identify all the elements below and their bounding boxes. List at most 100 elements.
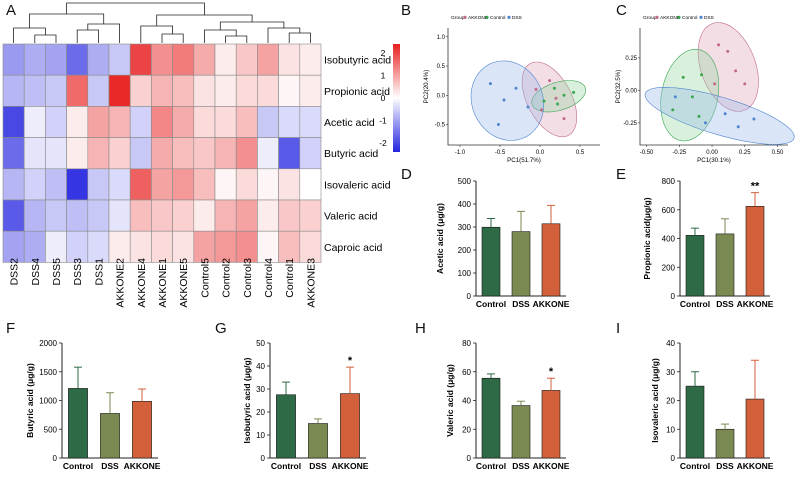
scatter-x-tick-label: -0.50 xyxy=(640,150,654,156)
heatmap-row-label: Caproic acid xyxy=(324,242,383,254)
scatter-x-tick-label: 0.5 xyxy=(576,150,585,156)
heatmap-cell xyxy=(172,137,195,170)
heatmap-column-label: DSS5 xyxy=(51,258,63,286)
heatmap-cell xyxy=(257,106,279,138)
heatmap-cell xyxy=(193,43,216,76)
heatmap-cell xyxy=(129,43,152,76)
bar-category-label: DSS xyxy=(309,461,327,471)
heatmap-cell xyxy=(193,230,216,263)
scatter-legend-entry: AKKONE xyxy=(468,15,488,21)
scatter-point xyxy=(572,90,576,94)
heatmap-cell xyxy=(151,199,173,232)
heatmap-cell xyxy=(299,43,322,76)
heatmap-cell xyxy=(2,137,25,170)
heatmap-cell xyxy=(45,43,67,76)
panel-label-d: D xyxy=(401,166,412,183)
heatmap-cell xyxy=(278,230,301,263)
bar-category-label: DSS xyxy=(716,461,734,471)
heatmap-row-label: Isobutyric acid xyxy=(324,55,391,67)
heatmap-column-label: AKKONE4 xyxy=(136,258,148,308)
scatter-legend-entry: AKKONE xyxy=(660,15,680,21)
heatmap-cell xyxy=(257,168,279,201)
heatmap-cell xyxy=(87,43,110,76)
dendrogram-branch xyxy=(29,13,105,28)
bar-y-axis-label: Butyric acid (μg/g) xyxy=(25,363,35,438)
heatmap-cell xyxy=(2,106,25,138)
bar-y-tick-label: 0 xyxy=(261,454,266,463)
bar xyxy=(481,377,501,459)
scatter-point xyxy=(671,108,675,112)
bar xyxy=(511,231,531,297)
heatmap-cell xyxy=(193,106,216,138)
bar-y-tick-label: 600 xyxy=(662,206,676,215)
bar-y-tick-label: 40 xyxy=(256,362,265,371)
bar-y-axis-label: Propionic acid(μg/g) xyxy=(642,197,652,279)
heatmap-column-label: Control1 xyxy=(284,258,296,298)
heatmap-cell xyxy=(66,199,89,232)
bar-category-label: AKKONE xyxy=(737,461,774,471)
heatmap-cell xyxy=(257,230,279,263)
scatter-legend-entry: Control xyxy=(682,15,697,21)
heatmap-cell xyxy=(172,230,195,263)
heatmap-cell xyxy=(66,74,89,107)
heatmap-column-label: Control2 xyxy=(221,258,233,298)
heatmap-cell xyxy=(23,137,46,170)
scatter-legend-marker xyxy=(485,15,489,19)
scatter-y-tick-label: 0.5 xyxy=(437,64,446,70)
bar-y-tick-label: 100 xyxy=(458,269,472,278)
bar xyxy=(685,235,705,297)
dendrogram-branch xyxy=(13,27,46,43)
heatmap-cell xyxy=(87,199,110,232)
bar-y-tick-label: 40 xyxy=(666,339,675,348)
bar-y-tick-label: 20 xyxy=(256,408,265,417)
heatmap-cell xyxy=(23,74,46,107)
bar-y-tick-label: 60 xyxy=(462,368,471,377)
scatter-y-tick-label: 0.00 xyxy=(625,88,637,94)
bar-y-tick-label: 1000 xyxy=(39,397,57,406)
heatmap-cell xyxy=(299,137,322,170)
pca-plot-b: Group AKKONE Control DSS -1.0 -0.5 0.0 0.5 1.0 0.… xyxy=(423,15,600,164)
dendrogram-branch xyxy=(66,2,205,15)
bar-category-label: DSS xyxy=(101,461,119,471)
scatter-point xyxy=(673,95,677,99)
scatter-x-axis-label: PC1(30.1%) xyxy=(697,157,731,164)
heatmap-column-label: DSS4 xyxy=(30,258,42,286)
bar-category-label: Control xyxy=(271,461,301,471)
scatter-point xyxy=(700,73,704,77)
panel-label-b: B xyxy=(401,2,412,19)
heatmap-cell xyxy=(278,199,301,232)
bar-chart-isovaleric: 0 10 20 30 40 Control DSS AKKONE Isovaleric acid… xyxy=(650,339,774,471)
scatter-y-tick-label: -0.5 xyxy=(435,123,446,129)
scatter-x-tick-label: 0.0 xyxy=(536,150,545,156)
heatmap-cell xyxy=(257,43,279,76)
bar-category-label: AKKONE xyxy=(533,461,570,471)
heatmap-row-label: Propionic acid xyxy=(324,86,390,98)
heatmap-cell xyxy=(2,168,25,201)
heatmap-cell xyxy=(151,74,173,107)
heatmap-cell xyxy=(129,199,152,232)
heatmap-cell xyxy=(45,199,67,232)
bar-y-tick-label: 500 xyxy=(458,177,472,186)
dendrogram-branch xyxy=(267,27,301,43)
bar-y-tick-label: 30 xyxy=(256,385,265,394)
bar-y-tick-label: 10 xyxy=(256,431,265,440)
heatmap-cell xyxy=(299,230,322,263)
scatter-point xyxy=(540,108,544,112)
scatter-point xyxy=(562,93,566,97)
heatmap-cell xyxy=(129,168,152,201)
scatter-legend-title: Group xyxy=(643,15,657,21)
heatmap-column-label: DSS1 xyxy=(93,258,105,286)
heatmap-cell xyxy=(257,199,279,232)
scatter-x-tick-label: 0.25 xyxy=(739,150,751,156)
heatmap: Isobutyric acid Propionic acid Acetic acid… xyxy=(2,43,400,308)
panel-label-a: A xyxy=(6,2,17,19)
scatter-point xyxy=(548,79,552,83)
heatmap-cell xyxy=(235,230,258,263)
bar-category-label: DSS xyxy=(512,461,530,471)
panel-label-e: E xyxy=(616,166,627,183)
heatmap-cell xyxy=(193,168,216,201)
scatter-x-tick-label: 0.50 xyxy=(772,150,784,156)
heatmap-cell xyxy=(108,74,131,107)
heatmap-column-label: AKKONE5 xyxy=(178,258,190,308)
